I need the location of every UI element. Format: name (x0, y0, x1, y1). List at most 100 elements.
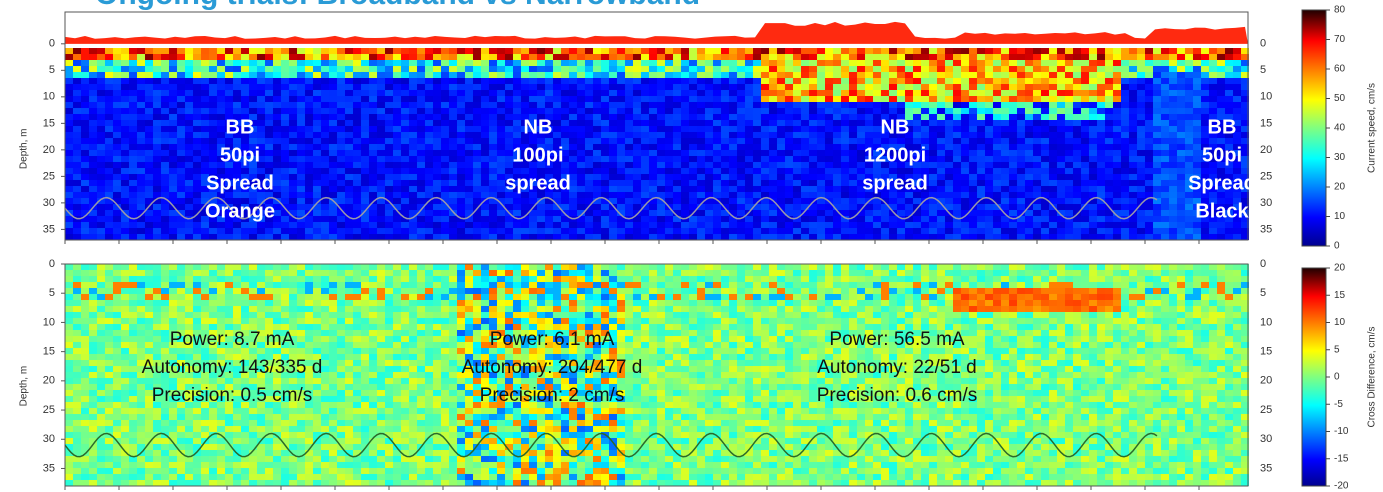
heatmap-cell (457, 144, 465, 150)
heatmap-cell (457, 234, 465, 240)
heatmap-cell (641, 96, 649, 102)
heatmap-cell (465, 144, 473, 150)
heatmap-cell (393, 204, 401, 210)
heatmap-cell (273, 96, 281, 102)
heatmap-cell (337, 138, 345, 144)
heatmap-cell (977, 66, 985, 72)
heatmap-cell (1097, 150, 1105, 156)
heatmap-cell (1129, 138, 1137, 144)
heatmap-cell (777, 264, 785, 270)
heatmap-cell (537, 96, 545, 102)
heatmap-cell (929, 102, 937, 108)
heatmap-cell (385, 144, 393, 150)
heatmap-cell (729, 102, 737, 108)
heatmap-cell (921, 120, 929, 126)
heatmap-cell (1185, 174, 1193, 180)
heatmap-cell (201, 186, 209, 192)
heatmap-cell (849, 192, 857, 198)
heatmap-cell (561, 90, 569, 96)
heatmap-cell (481, 150, 489, 156)
heatmap-cell (145, 108, 153, 114)
heatmap-cell (1049, 54, 1057, 60)
heatmap-cell (89, 180, 97, 186)
heatmap-cell (1241, 222, 1249, 228)
heatmap-cell (753, 204, 761, 210)
heatmap-cell (1193, 114, 1201, 120)
heatmap-cell (409, 138, 417, 144)
heatmap-cell (1241, 186, 1249, 192)
heatmap-cell (865, 60, 873, 66)
heatmap-cell (217, 108, 225, 114)
heatmap-cell (297, 204, 305, 210)
heatmap-cell (1185, 72, 1193, 78)
heatmap-cell (1225, 174, 1233, 180)
heatmap-cell (977, 60, 985, 66)
heatmap-cell (601, 198, 609, 204)
heatmap-cell (145, 114, 153, 120)
heatmap-cell (1081, 78, 1089, 84)
heatmap-cell (689, 138, 697, 144)
heatmap-cell (753, 156, 761, 162)
heatmap-cell (721, 222, 729, 228)
heatmap-cell (945, 216, 953, 222)
heatmap-cell (489, 102, 497, 108)
heatmap-cell (465, 204, 473, 210)
heatmap-cell (657, 84, 665, 90)
heatmap-cell (793, 162, 801, 168)
heatmap-cell (673, 168, 681, 174)
heatmap-cell (1153, 210, 1161, 216)
heatmap-cell (657, 90, 665, 96)
heatmap-cell (753, 120, 761, 126)
heatmap-cell (809, 96, 817, 102)
heatmap-cell (193, 180, 201, 186)
heatmap-cell (713, 108, 721, 114)
heatmap-cell (441, 114, 449, 120)
heatmap-cell (297, 138, 305, 144)
heatmap-cell (865, 180, 873, 186)
heatmap-cell (217, 210, 225, 216)
heatmap-cell (1001, 66, 1009, 72)
heatmap-cell (65, 126, 73, 132)
heatmap-cell (441, 192, 449, 198)
heatmap-cell (1081, 54, 1089, 60)
heatmap-cell (993, 150, 1001, 156)
heatmap-cell (897, 144, 905, 150)
heatmap-cell (801, 228, 809, 234)
heatmap-cell (1185, 156, 1193, 162)
heatmap-cell (145, 48, 153, 54)
heatmap-cell (785, 210, 793, 216)
heatmap-cell (177, 270, 185, 276)
heatmap-cell (449, 186, 457, 192)
heatmap-cell (1177, 90, 1185, 96)
heatmap-cell (529, 126, 537, 132)
heatmap-cell (825, 162, 833, 168)
heatmap-cell (889, 60, 897, 66)
heatmap-cell (809, 48, 817, 54)
heatmap-cell (1033, 48, 1041, 54)
y-tick-label-right: 20 (1260, 144, 1272, 156)
heatmap-cell (777, 156, 785, 162)
heatmap-cell (897, 108, 905, 114)
heatmap-cell (161, 120, 169, 126)
heatmap-cell (113, 192, 121, 198)
heatmap-cell (1065, 192, 1073, 198)
heatmap-cell (1025, 222, 1033, 228)
heatmap-cell (913, 102, 921, 108)
heatmap-cell (657, 96, 665, 102)
heatmap-cell (1225, 66, 1233, 72)
heatmap-cell (1065, 174, 1073, 180)
heatmap-cell (993, 204, 1001, 210)
heatmap-cell (313, 198, 321, 204)
heatmap-cell (1193, 126, 1201, 132)
heatmap-cell (945, 132, 953, 138)
heatmap-cell (97, 126, 105, 132)
heatmap-cell (97, 102, 105, 108)
heatmap-cell (713, 66, 721, 72)
heatmap-cell (1153, 90, 1161, 96)
heatmap-cell (809, 90, 817, 96)
heatmap-cell (1161, 108, 1169, 114)
heatmap-cell (1169, 96, 1177, 102)
heatmap-cell (1153, 198, 1161, 204)
heatmap-cell (1073, 228, 1081, 234)
